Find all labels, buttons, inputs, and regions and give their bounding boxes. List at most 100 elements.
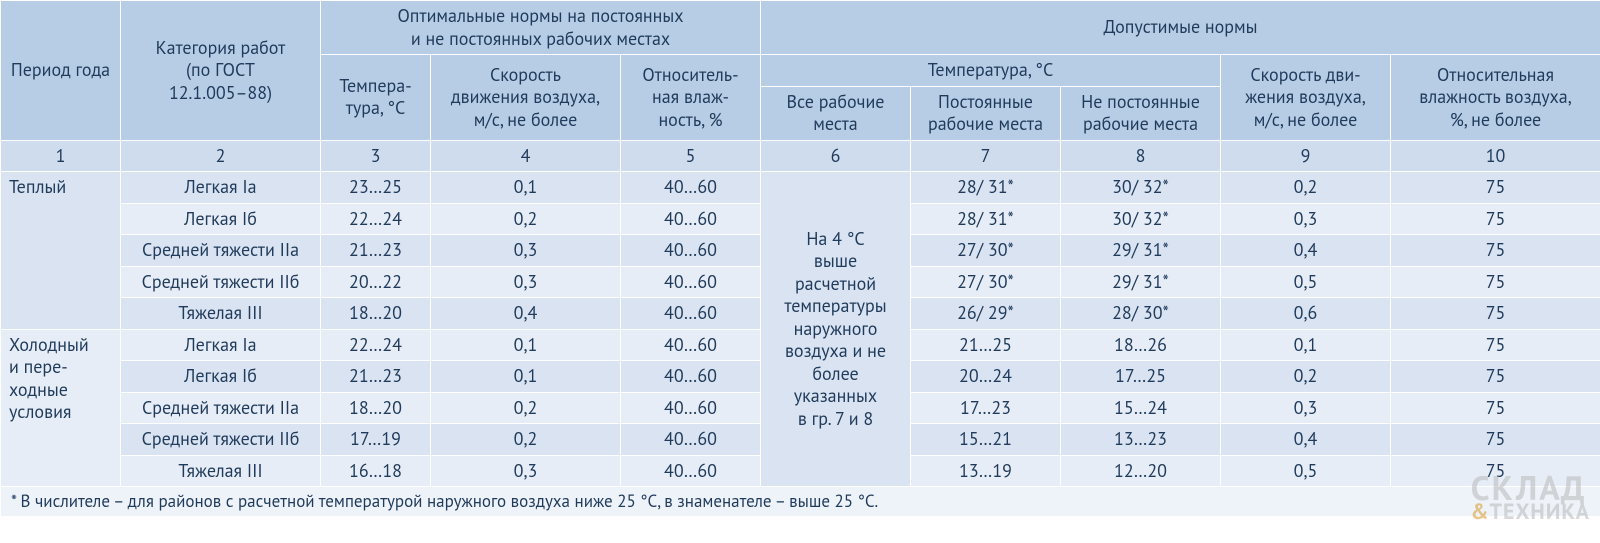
cell-humidity: 40…60 — [621, 424, 761, 456]
cell-airspeed2: 0,2 — [1221, 172, 1391, 204]
cell-airspeed2: 0,2 — [1221, 361, 1391, 393]
cell-airspeed: 0,1 — [431, 329, 621, 361]
colnum: 1 — [1, 140, 121, 172]
cell-airspeed2: 0,3 — [1221, 392, 1391, 424]
cell-airspeed: 0,2 — [431, 424, 621, 456]
cell-humidity2: 75 — [1391, 361, 1600, 393]
cell-airspeed2: 0,5 — [1221, 455, 1391, 487]
cell-c7: 13…19 — [911, 455, 1061, 487]
cell-airspeed2: 0,1 — [1221, 329, 1391, 361]
cell-cat: Легкая Iа — [121, 172, 321, 204]
hdr-airspeed2: Скорость дви-жения воздуха,м/с, не более — [1221, 55, 1391, 141]
hdr-humidity: Относитель-ная влаж-ность, % — [621, 55, 761, 141]
cell-humidity2: 75 — [1391, 455, 1600, 487]
column-number-row: 1 2 3 4 5 6 7 8 9 10 — [1, 140, 1600, 172]
table-row: Теплый Легкая Iа 23…25 0,1 40…60 На 4 °С… — [1, 172, 1600, 204]
cell-c7: 26/ 29* — [911, 298, 1061, 330]
cell-humidity: 40…60 — [621, 298, 761, 330]
cell-temp: 22…24 — [321, 329, 431, 361]
cell-airspeed2: 0,6 — [1221, 298, 1391, 330]
cell-c8: 17…25 — [1061, 361, 1221, 393]
cell-c8: 15…24 — [1061, 392, 1221, 424]
colnum: 10 — [1391, 140, 1600, 172]
cell-temp: 21…23 — [321, 361, 431, 393]
cell-c7: 27/ 30* — [911, 235, 1061, 267]
hdr-airspeed: Скоростьдвижения воздуха,м/с, не более — [431, 55, 621, 141]
footnote-row: * В числителе – для районов с расчетной … — [1, 487, 1600, 517]
norms-table: Период года Категория работ(по ГОСТ12.1.… — [0, 0, 1600, 517]
cell-airspeed: 0,3 — [431, 266, 621, 298]
cell-humidity2: 75 — [1391, 298, 1600, 330]
colnum: 5 — [621, 140, 761, 172]
cell-humidity: 40…60 — [621, 172, 761, 204]
cell-cat: Легкая Iа — [121, 329, 321, 361]
cell-humidity: 40…60 — [621, 361, 761, 393]
cell-airspeed2: 0,4 — [1221, 235, 1391, 267]
cell-temp: 16…18 — [321, 455, 431, 487]
cell-airspeed: 0,1 — [431, 361, 621, 393]
cell-cat: Средней тяжести IIа — [121, 235, 321, 267]
cell-humidity2: 75 — [1391, 172, 1600, 204]
cell-humidity: 40…60 — [621, 392, 761, 424]
hdr-optimal-group: Оптимальные нормы на постоянныхи не пост… — [321, 1, 761, 55]
cell-airspeed: 0,2 — [431, 203, 621, 235]
header-row-1: Период года Категория работ(по ГОСТ12.1.… — [1, 1, 1600, 55]
cell-humidity: 40…60 — [621, 455, 761, 487]
cell-humidity2: 75 — [1391, 392, 1600, 424]
cell-c7: 28/ 31* — [911, 203, 1061, 235]
cell-humidity: 40…60 — [621, 329, 761, 361]
hdr-temp-group: Температура, °С — [761, 55, 1221, 87]
cell-humidity: 40…60 — [621, 235, 761, 267]
cell-humidity2: 75 — [1391, 424, 1600, 456]
cell-airspeed2: 0,4 — [1221, 424, 1391, 456]
cell-cat: Средней тяжести IIа — [121, 392, 321, 424]
cell-cat: Средней тяжести IIб — [121, 266, 321, 298]
hdr-period: Период года — [1, 1, 121, 141]
cell-c7: 27/ 30* — [911, 266, 1061, 298]
cell-humidity2: 75 — [1391, 329, 1600, 361]
cell-cat: Тяжелая III — [121, 455, 321, 487]
cell-temp: 18…20 — [321, 392, 431, 424]
cell-c7: 17…23 — [911, 392, 1061, 424]
cell-c7: 28/ 31* — [911, 172, 1061, 204]
hdr-humidity2: Относительнаявлажность воздуха,%, не бол… — [1391, 55, 1600, 141]
hdr-perm-places: Постоянныерабочие места — [911, 86, 1061, 140]
cell-cat: Средней тяжести IIб — [121, 424, 321, 456]
cell-humidity: 40…60 — [621, 266, 761, 298]
hdr-all-places: Все рабочиеместа — [761, 86, 911, 140]
colnum: 2 — [121, 140, 321, 172]
cell-airspeed2: 0,5 — [1221, 266, 1391, 298]
cell-temp: 18…20 — [321, 298, 431, 330]
cell-humidity2: 75 — [1391, 266, 1600, 298]
cell-temp: 20…22 — [321, 266, 431, 298]
cell-c7: 21…25 — [911, 329, 1061, 361]
cell-airspeed: 0,4 — [431, 298, 621, 330]
cell-humidity2: 75 — [1391, 235, 1600, 267]
cell-c8: 30/ 32* — [1061, 172, 1221, 204]
cell-temp: 17…19 — [321, 424, 431, 456]
cell-airspeed: 0,2 — [431, 392, 621, 424]
hdr-temp: Темпера-тура, °С — [321, 55, 431, 141]
cell-airspeed: 0,1 — [431, 172, 621, 204]
colnum: 4 — [431, 140, 621, 172]
cell-airspeed: 0,3 — [431, 455, 621, 487]
colnum: 9 — [1221, 140, 1391, 172]
period-warm: Теплый — [1, 172, 121, 330]
colnum: 6 — [761, 140, 911, 172]
cell-c8: 29/ 31* — [1061, 266, 1221, 298]
cell-cat: Тяжелая III — [121, 298, 321, 330]
cell-col6-merged: На 4 °Свышерасчетнойтемпературынаружного… — [761, 172, 911, 487]
cell-humidity2: 75 — [1391, 203, 1600, 235]
cell-c8: 18…26 — [1061, 329, 1221, 361]
colnum: 7 — [911, 140, 1061, 172]
cell-airspeed: 0,3 — [431, 235, 621, 267]
colnum: 8 — [1061, 140, 1221, 172]
cell-c8: 28/ 30* — [1061, 298, 1221, 330]
cell-cat: Легкая Iб — [121, 203, 321, 235]
period-cold: Холодныйи пере-ходныеусловия — [1, 329, 121, 487]
cell-temp: 21…23 — [321, 235, 431, 267]
cell-cat: Легкая Iб — [121, 361, 321, 393]
hdr-allowed-group: Допустимые нормы — [761, 1, 1600, 55]
footnote: * В числителе – для районов с расчетной … — [1, 487, 1600, 517]
colnum: 3 — [321, 140, 431, 172]
